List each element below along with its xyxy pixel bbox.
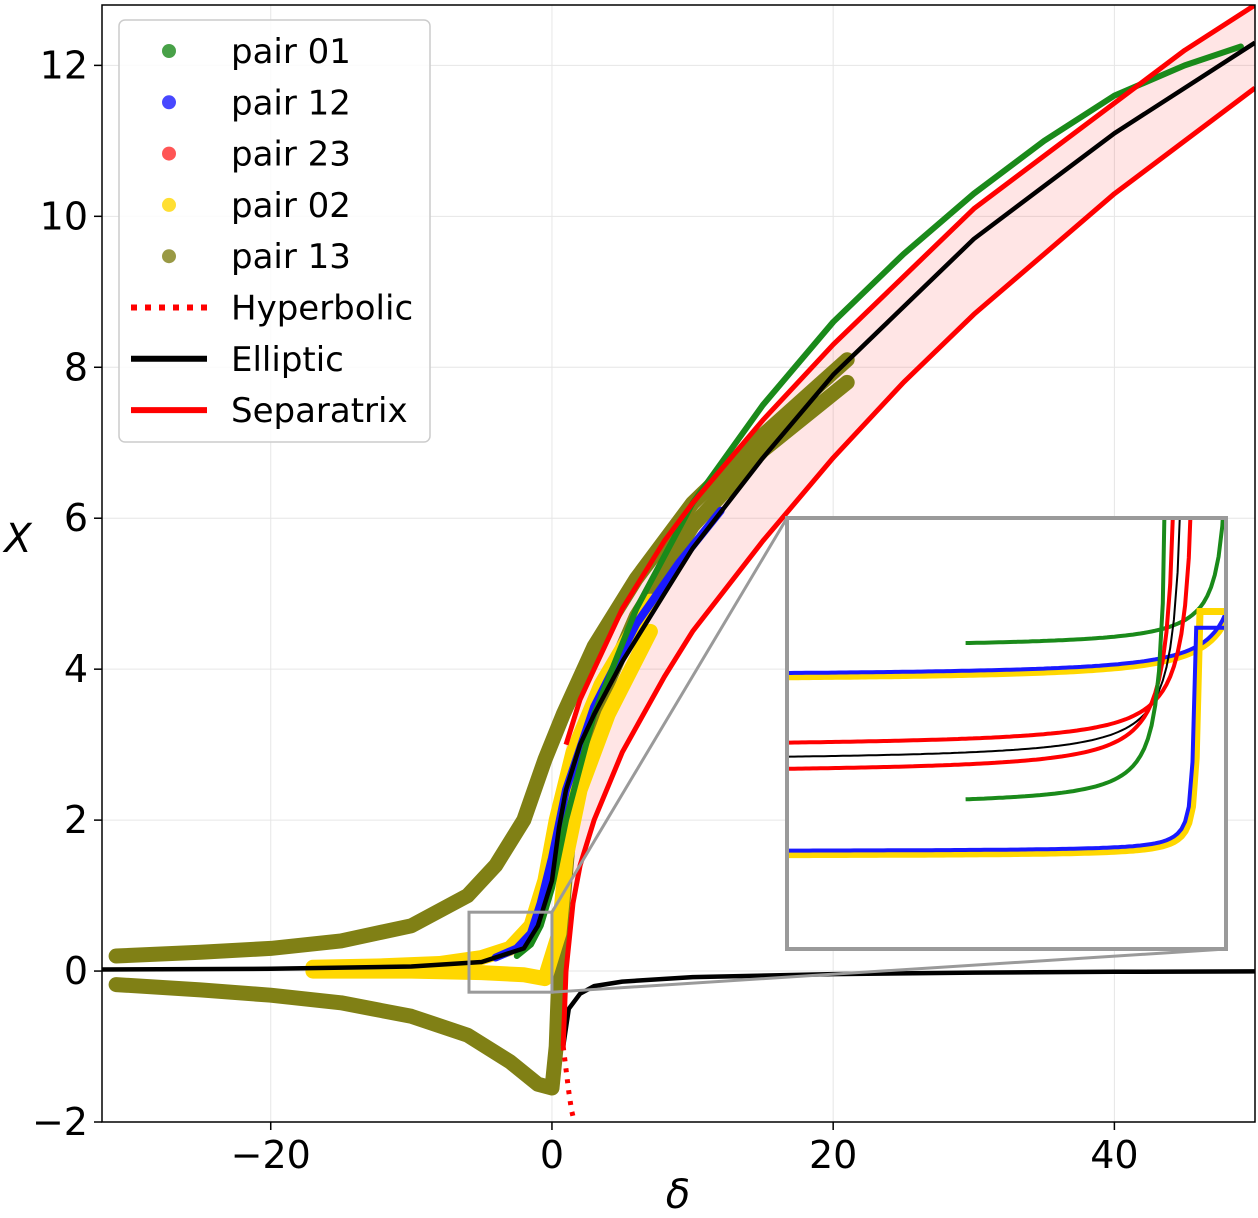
line-separatrix	[563, 5, 1255, 746]
legend-label: Hyperbolic	[231, 289, 413, 329]
x-tick-label: 40	[1090, 1133, 1138, 1177]
zoom-connector-line	[550, 517, 789, 913]
plot-frame	[101, 4, 1256, 1123]
x-tick-label: 0	[540, 1133, 564, 1177]
inset-curve	[787, 518, 1175, 771]
y-tick-label: 8	[64, 345, 88, 389]
legend-label: pair 12	[231, 83, 351, 123]
legend-label: pair 23	[231, 135, 351, 175]
zoom-box	[467, 910, 554, 994]
inset-curve	[787, 611, 1226, 675]
legend-marker	[162, 197, 176, 212]
inset-curves	[787, 518, 1226, 859]
inset-curve	[787, 625, 1226, 853]
series-layer	[102, 5, 1255, 1122]
legend-label: pair 02	[231, 186, 351, 226]
inset-curve	[965, 518, 1167, 802]
y-tick-label: 0	[64, 949, 88, 993]
inset-panel	[785, 516, 1228, 951]
inset-frame	[785, 516, 1228, 951]
line-hyperbolic	[560, 1046, 577, 1122]
legend-box	[118, 19, 431, 443]
line-elliptic	[560, 969, 1255, 1047]
inset-background	[787, 518, 1226, 949]
legend-marker	[162, 146, 176, 161]
line-separatrix	[560, 86, 1255, 1047]
legend-marker	[162, 95, 176, 110]
y-tick-label: 4	[64, 647, 88, 691]
legend: pair 01 pair 12 pair 23 pair 02 pair 13 Hyper…	[118, 19, 431, 443]
line-elliptic	[102, 40, 1255, 972]
legend-label: pair 01	[231, 32, 351, 72]
legend-label: pair 13	[231, 237, 351, 277]
x-tick-label: 20	[809, 1133, 857, 1177]
legend-marker	[162, 44, 176, 58]
zoom-connector	[467, 517, 1227, 994]
x-tick-label: −20	[231, 1133, 311, 1177]
inset-curve	[787, 618, 1226, 681]
y-tick-label: 6	[64, 496, 88, 540]
series-pair-13	[108, 374, 855, 1096]
x-axis-label: δ	[666, 1172, 690, 1218]
legend-label: Separatrix	[231, 391, 408, 431]
y-tick-label: 12	[40, 43, 88, 87]
y-axis-label: X	[2, 516, 33, 562]
y-tick-label: 10	[40, 194, 88, 238]
y-tick-label: −2	[32, 1100, 88, 1144]
y-tick-label: 2	[64, 798, 88, 842]
zoom-connector-line	[551, 947, 1227, 994]
inset-curve	[787, 608, 1226, 859]
legend-marker	[162, 249, 176, 264]
legend-label: Elliptic	[231, 340, 344, 380]
series-pair-01	[513, 43, 1244, 959]
